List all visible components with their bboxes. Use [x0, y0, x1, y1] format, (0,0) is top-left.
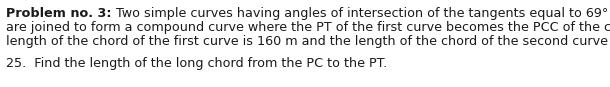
Text: length of the chord of the first curve is 160 m and the length of the chord of t: length of the chord of the first curve i… [6, 35, 610, 48]
Text: Problem no. 3:: Problem no. 3: [6, 7, 112, 20]
Text: 25.  Find the length of the long chord from the PC to the PT.: 25. Find the length of the long chord fr… [6, 57, 387, 70]
Text: are joined to form a compound curve where the PT of the first curve becomes the : are joined to form a compound curve wher… [6, 21, 610, 34]
Text: Two simple curves having angles of intersection of the tangents equal to 69° and: Two simple curves having angles of inter… [112, 7, 610, 20]
